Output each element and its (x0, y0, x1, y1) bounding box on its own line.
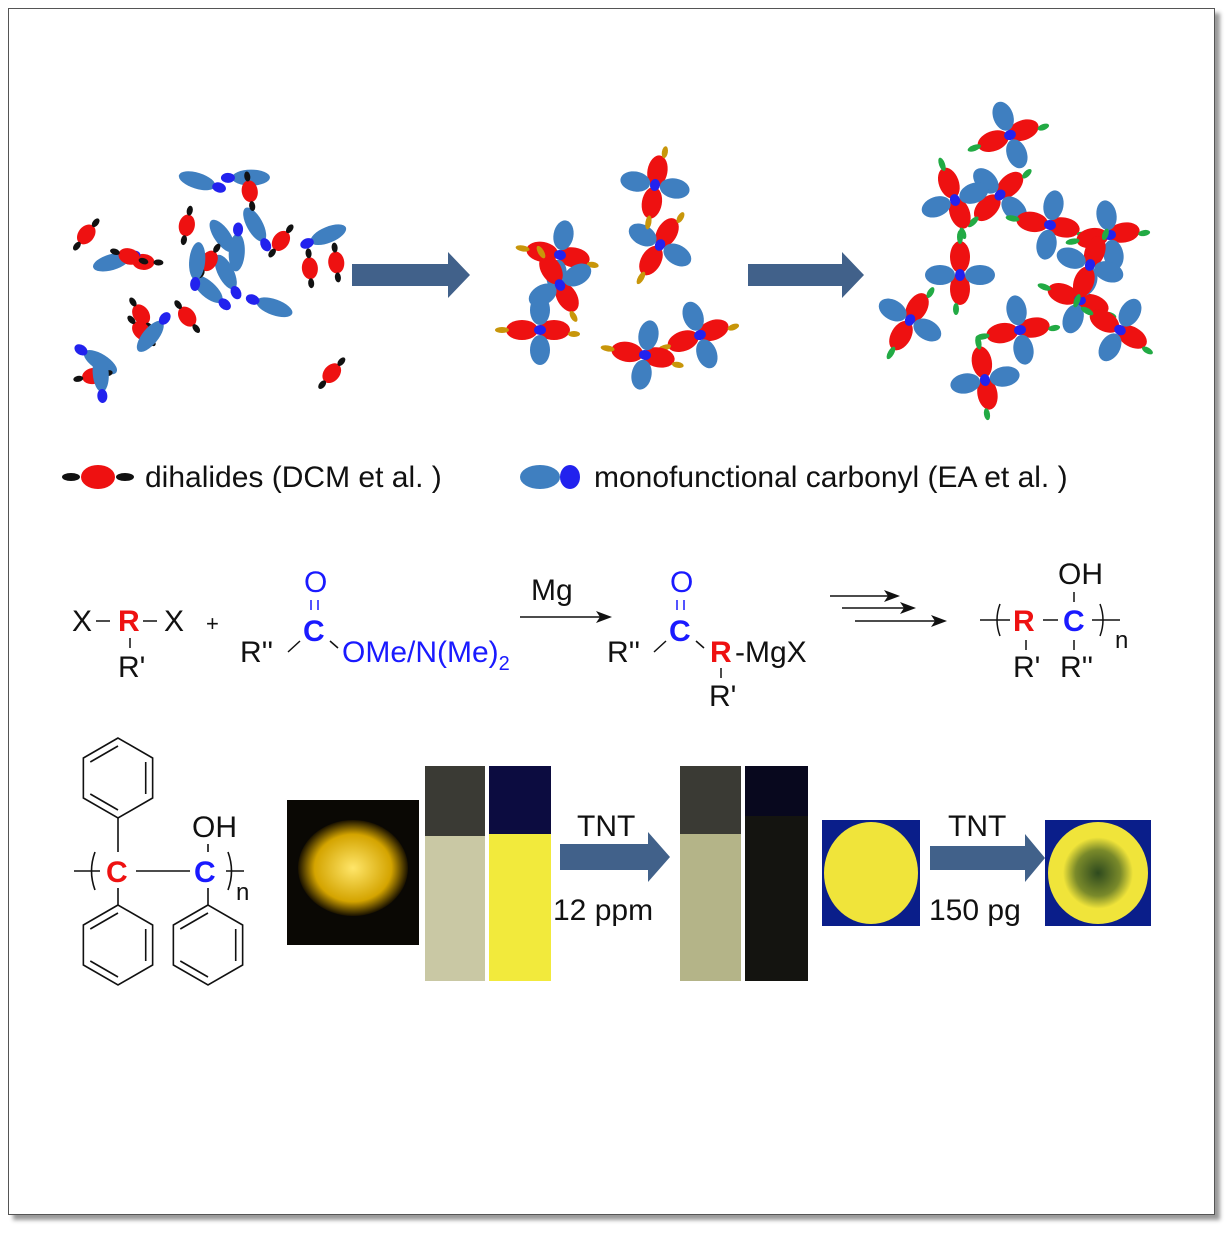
polymer-unit (967, 168, 1032, 228)
carbonyl-molecule (245, 294, 293, 318)
benzene-ring (82, 904, 154, 986)
svg-text:n: n (236, 879, 249, 906)
svg-text:C: C (106, 856, 128, 889)
tnt-label-paper: TNT (948, 810, 1006, 843)
polymer-unit (600, 320, 684, 390)
svg-text:-MgX: -MgX (735, 636, 807, 669)
polymer-unit (975, 295, 1061, 365)
carbonyl-molecule (220, 169, 270, 186)
svg-text:O: O (670, 566, 693, 599)
polymer-unit (657, 301, 740, 369)
polymer-unit (1080, 298, 1153, 362)
dihalide-molecule (268, 224, 294, 258)
svg-text:C: C (303, 615, 325, 648)
polymer-unit (1056, 228, 1124, 308)
svg-text:+: + (206, 611, 219, 636)
polymer-unit (950, 335, 1020, 421)
molecule-panels (72, 101, 1153, 421)
legend-carbonyl-label: monofunctional carbonyl (EA et al. ) (594, 461, 1068, 494)
dihalide-molecule (110, 248, 149, 265)
tnt-label-solution: TNT (577, 810, 635, 843)
paper-before (822, 820, 920, 926)
arrow-tnt-paper (930, 834, 1045, 882)
svg-text:R'': R'' (240, 636, 273, 669)
svg-text:C: C (194, 856, 216, 889)
vial-daylight-before (425, 766, 485, 981)
dihalide-molecule (301, 248, 318, 289)
dihalide-molecule (241, 171, 258, 212)
svg-text:R: R (1013, 605, 1035, 638)
carbonyl-molecule (214, 254, 242, 300)
arrow-stage2 (748, 252, 864, 298)
polymer-unit (528, 245, 592, 322)
svg-text:R': R' (709, 680, 736, 713)
svg-text:n: n (1115, 627, 1128, 654)
polymer-unit (967, 101, 1050, 169)
reaction-scheme: X R X R' + O C R'' OMe/N(Me)2 Mg O C R''… (72, 558, 1128, 713)
carbonyl-molecule (228, 222, 245, 272)
polymer-unit (1005, 190, 1089, 260)
svg-text:R': R' (118, 651, 145, 684)
polymer-unit (620, 146, 690, 230)
legend-dihalides-label: dihalides (DCM et al. ) (145, 461, 442, 494)
svg-text:Mg: Mg (531, 574, 573, 607)
polymer-unit (921, 157, 989, 240)
svg-text:R: R (710, 636, 732, 669)
polymer-structure: C C OH n (74, 737, 249, 986)
polymer-unit (925, 230, 995, 315)
carbonyl-molecule (300, 224, 347, 249)
vial-uv-after (745, 766, 808, 981)
vial-uv-before (489, 766, 551, 981)
svg-text:R'': R'' (607, 636, 640, 669)
svg-text:C: C (1063, 605, 1085, 638)
svg-text:R'': R'' (1060, 651, 1093, 684)
svg-text:X: X (164, 605, 184, 638)
polymer-unit (878, 287, 942, 360)
svg-text:R: R (118, 605, 140, 638)
dihalide-molecule (318, 357, 346, 390)
carbonyl-molecule (136, 312, 171, 352)
svg-text:OH: OH (192, 811, 237, 844)
legend-dihalide-icon (62, 465, 134, 489)
carbonyl-molecule (92, 354, 109, 403)
carbonyl-molecule (189, 242, 206, 291)
carbonyl-molecule (243, 207, 272, 252)
solution-concentration: 12 ppm (553, 894, 653, 927)
svg-text:C: C (669, 615, 691, 648)
dihalide-molecule (72, 218, 100, 251)
dihalide-molecule (328, 242, 345, 283)
polymer-unit (628, 212, 692, 285)
dihalide-molecule (178, 205, 195, 246)
benzene-ring (82, 737, 154, 819)
vial-daylight-after (680, 766, 741, 981)
leaving-group: OMe/N(Me)2 (342, 636, 510, 675)
legend-carbonyl-icon (520, 465, 580, 489)
paper-amount: 150 pg (929, 894, 1021, 927)
svg-text:X: X (72, 605, 92, 638)
svg-text:O: O (304, 566, 327, 599)
arrow-tnt-solution (560, 832, 670, 882)
arrow-stage1 (352, 252, 470, 298)
svg-text:R': R' (1013, 651, 1040, 684)
svg-text:OH: OH (1058, 558, 1103, 591)
carbonyl-molecule (178, 171, 226, 193)
dihalide-molecule (174, 300, 201, 333)
benzene-ring (172, 904, 244, 986)
powder-photo (287, 800, 419, 945)
paper-after (1045, 820, 1151, 926)
